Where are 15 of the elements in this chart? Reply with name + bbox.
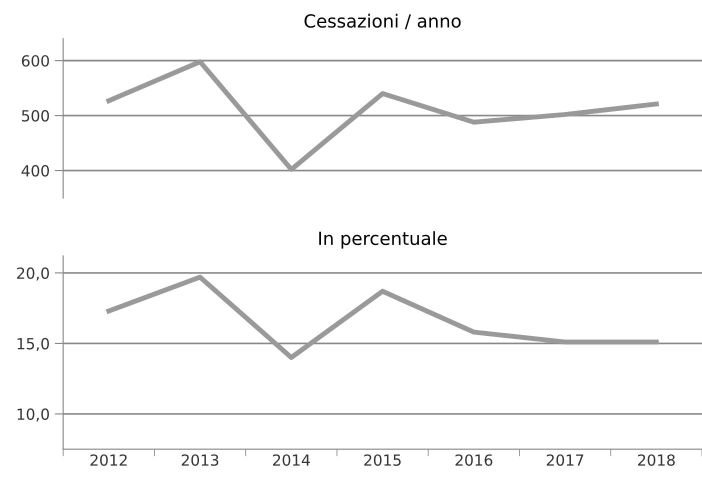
x-tick-label: 2014 bbox=[273, 454, 310, 466]
x-tick-label: 2018 bbox=[638, 454, 675, 466]
x-tick-label: 2013 bbox=[182, 454, 218, 466]
y-tick-label: 20,0 bbox=[17, 267, 49, 280]
y-tick-label: 500 bbox=[22, 110, 49, 122]
chart-title: Cessazioni / anno bbox=[304, 14, 461, 30]
y-tick-label: 15,0 bbox=[18, 338, 49, 352]
x-tick-label: 2016 bbox=[456, 454, 492, 466]
chart-title: In percentuale bbox=[319, 231, 447, 249]
y-tick-label: 600 bbox=[22, 55, 49, 67]
x-tick-label: 2017 bbox=[546, 454, 584, 466]
y-tick-label: 10,0 bbox=[18, 408, 49, 422]
x-tick-label: 2015 bbox=[364, 454, 401, 466]
x-tick-label: 2012 bbox=[90, 454, 127, 466]
y-tick-label: 400 bbox=[22, 165, 49, 177]
